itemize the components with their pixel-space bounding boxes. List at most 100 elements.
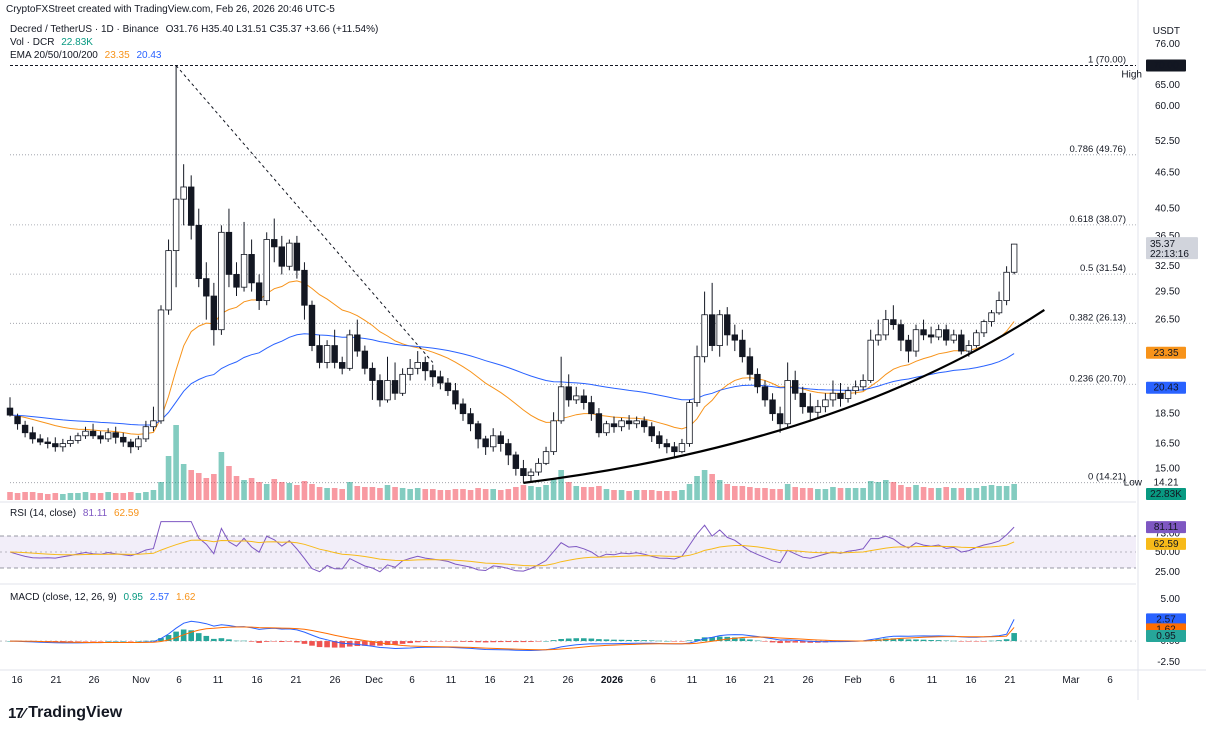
macd-histogram-bar [135,641,142,642]
macd-value-3: 1.62 [176,592,196,603]
candle-body [429,370,436,378]
candle-body [807,406,814,413]
macd-histogram-bar [1003,639,1010,642]
macd-histogram-bar [520,641,527,643]
candle-body [255,282,263,302]
candle-body [927,334,935,338]
candle-body [308,304,316,346]
volume-bar [422,489,429,500]
macd-histogram-bar [90,641,96,642]
volume-bar [860,488,866,500]
candle-body [671,446,678,453]
macd-histogram-bar [641,640,647,642]
time-tick-label: Dec [365,675,383,686]
volume-bar [226,466,232,500]
macd-histogram-bar [618,639,625,642]
candle-body [641,420,648,428]
macd-histogram-bar [460,641,466,642]
candle-body [746,356,754,375]
volume-bar [248,478,255,500]
volume-bar [437,490,444,500]
macd-histogram-bar [392,641,398,645]
candle-body [489,435,497,448]
time-tick-label: 11 [687,675,698,686]
time-tick-label: 16 [11,675,23,686]
candle-body [844,390,852,399]
candle-body [1010,243,1018,273]
volume-bar [414,488,421,500]
fib-level-label: 0.5 (31.54) [1080,263,1126,274]
candle-body [225,231,233,275]
volume-bar [180,464,187,500]
candle-body [203,278,210,297]
time-tick-label: 26 [88,675,100,686]
rsi-value-tag-bg [1146,521,1186,534]
macd-value-2: 2.57 [149,592,170,603]
volume-bar [407,489,413,500]
time-tick-label: 2026 [601,675,624,686]
candle-body [535,462,542,473]
macd-legend: MACD (close, 12, 26, 9) 0.95 2.57 1.62 [10,592,195,604]
candle-body [867,339,874,381]
volume-bar [475,488,481,500]
candle-body [89,430,97,437]
candle-body [331,345,338,363]
volume-bar [112,493,119,500]
macd-histogram-bar [467,641,474,643]
fib-level-label: 0.786 (49.76) [1069,144,1126,155]
volume-bar [656,491,663,500]
macd-tick-label: -2.50 [1157,657,1180,668]
volume-bar [135,493,142,500]
macd-histogram-bar [203,635,210,642]
macd-histogram-bar [309,641,315,646]
candle-body [482,438,489,448]
macd-histogram-bar [928,640,934,642]
macd-histogram-bar [150,640,157,642]
fib-level-label: 1 (70.00) [1088,55,1126,66]
volume-bar [528,486,534,500]
candle-body [950,334,957,341]
time-tick-label: Feb [844,675,862,686]
macd-histogram-bar [950,640,957,642]
candle-body [29,432,36,440]
macd-line [9,619,1015,652]
candle-body [497,435,504,444]
candle-body [724,314,731,336]
ema-value-2: 20.43 [136,50,162,61]
volume-tag: 22.83K [1150,489,1182,500]
volume-bar [988,485,995,500]
candle-body [890,319,897,326]
macd-histogram-bar [384,641,391,646]
volume-bar [845,488,851,500]
macd-histogram-bar [437,641,444,642]
candle-body [74,435,82,441]
candle-body [406,367,414,375]
price-tick-label: 18.50 [1155,409,1180,420]
macd-histogram-bar [648,640,655,642]
time-tick-label: 6 [650,675,656,686]
low-label: Low [1124,478,1143,489]
ema-value-1: 23.35 [104,50,130,61]
candle-body [67,440,74,444]
macd-histogram-bar [128,641,134,642]
volume-bar [958,488,965,500]
candle-body [21,424,29,434]
candle-body [557,386,565,422]
volume-bar [1003,486,1010,500]
candle-body [52,443,59,448]
volume-bar [626,491,632,500]
volume-bar [7,492,13,500]
volume-bar [14,493,21,500]
ema200-price-tag-bg [1146,381,1186,394]
candle-body [784,380,791,425]
volume-bar [648,490,655,500]
volume-bar [263,484,270,500]
volume-bar [807,488,814,500]
candle-body [120,436,127,443]
macd-histogram-bar [535,641,542,642]
volume-bar [384,485,391,500]
candle-body [588,402,595,415]
volume-tag-bg [1146,488,1186,500]
macd-histogram-bar [97,641,104,642]
